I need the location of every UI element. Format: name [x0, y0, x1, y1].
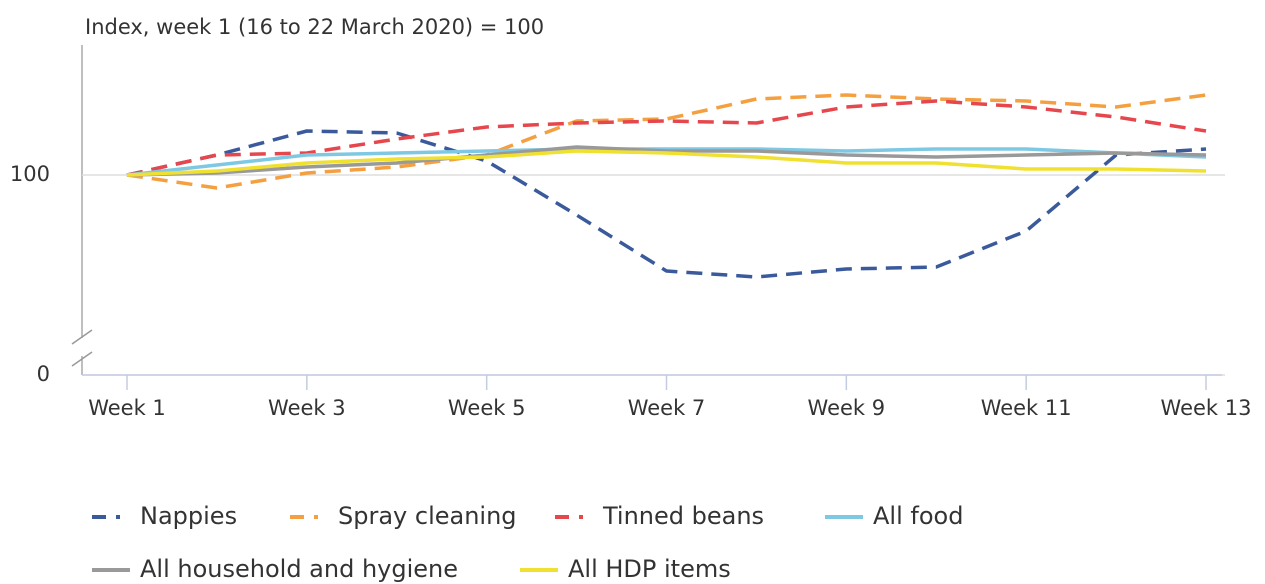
y-tick-label: 0 [37, 362, 50, 386]
series-line [126, 147, 1207, 177]
series-line [126, 129, 1207, 279]
chart-subtitle: Index, week 1 (16 to 22 March 2020) = 10… [85, 15, 544, 39]
x-tick-label: Week 1 [88, 396, 166, 420]
axis-break [71, 351, 93, 367]
legend-label: All household and hygiene [140, 555, 458, 583]
axis-break [71, 329, 93, 345]
series-line [126, 145, 1207, 177]
legend-label: All HDP items [568, 555, 731, 583]
x-tick-label: Week 9 [808, 396, 886, 420]
series-line [126, 93, 1207, 190]
series-line [126, 99, 1207, 177]
x-tick-label: Week 3 [268, 396, 346, 420]
legend-label: Nappies [140, 502, 237, 530]
series-line [126, 149, 1207, 177]
legend-label: Tinned beans [602, 502, 764, 530]
x-tick-label: Week 11 [981, 396, 1072, 420]
legend-label: Spray cleaning [338, 502, 517, 530]
y-tick-label: 100 [10, 162, 50, 186]
x-tick-label: Week 13 [1161, 396, 1252, 420]
x-tick-label: Week 5 [448, 396, 526, 420]
legend-label: All food [873, 502, 963, 530]
x-tick-label: Week 7 [628, 396, 706, 420]
axis-break-gap [70, 338, 94, 356]
